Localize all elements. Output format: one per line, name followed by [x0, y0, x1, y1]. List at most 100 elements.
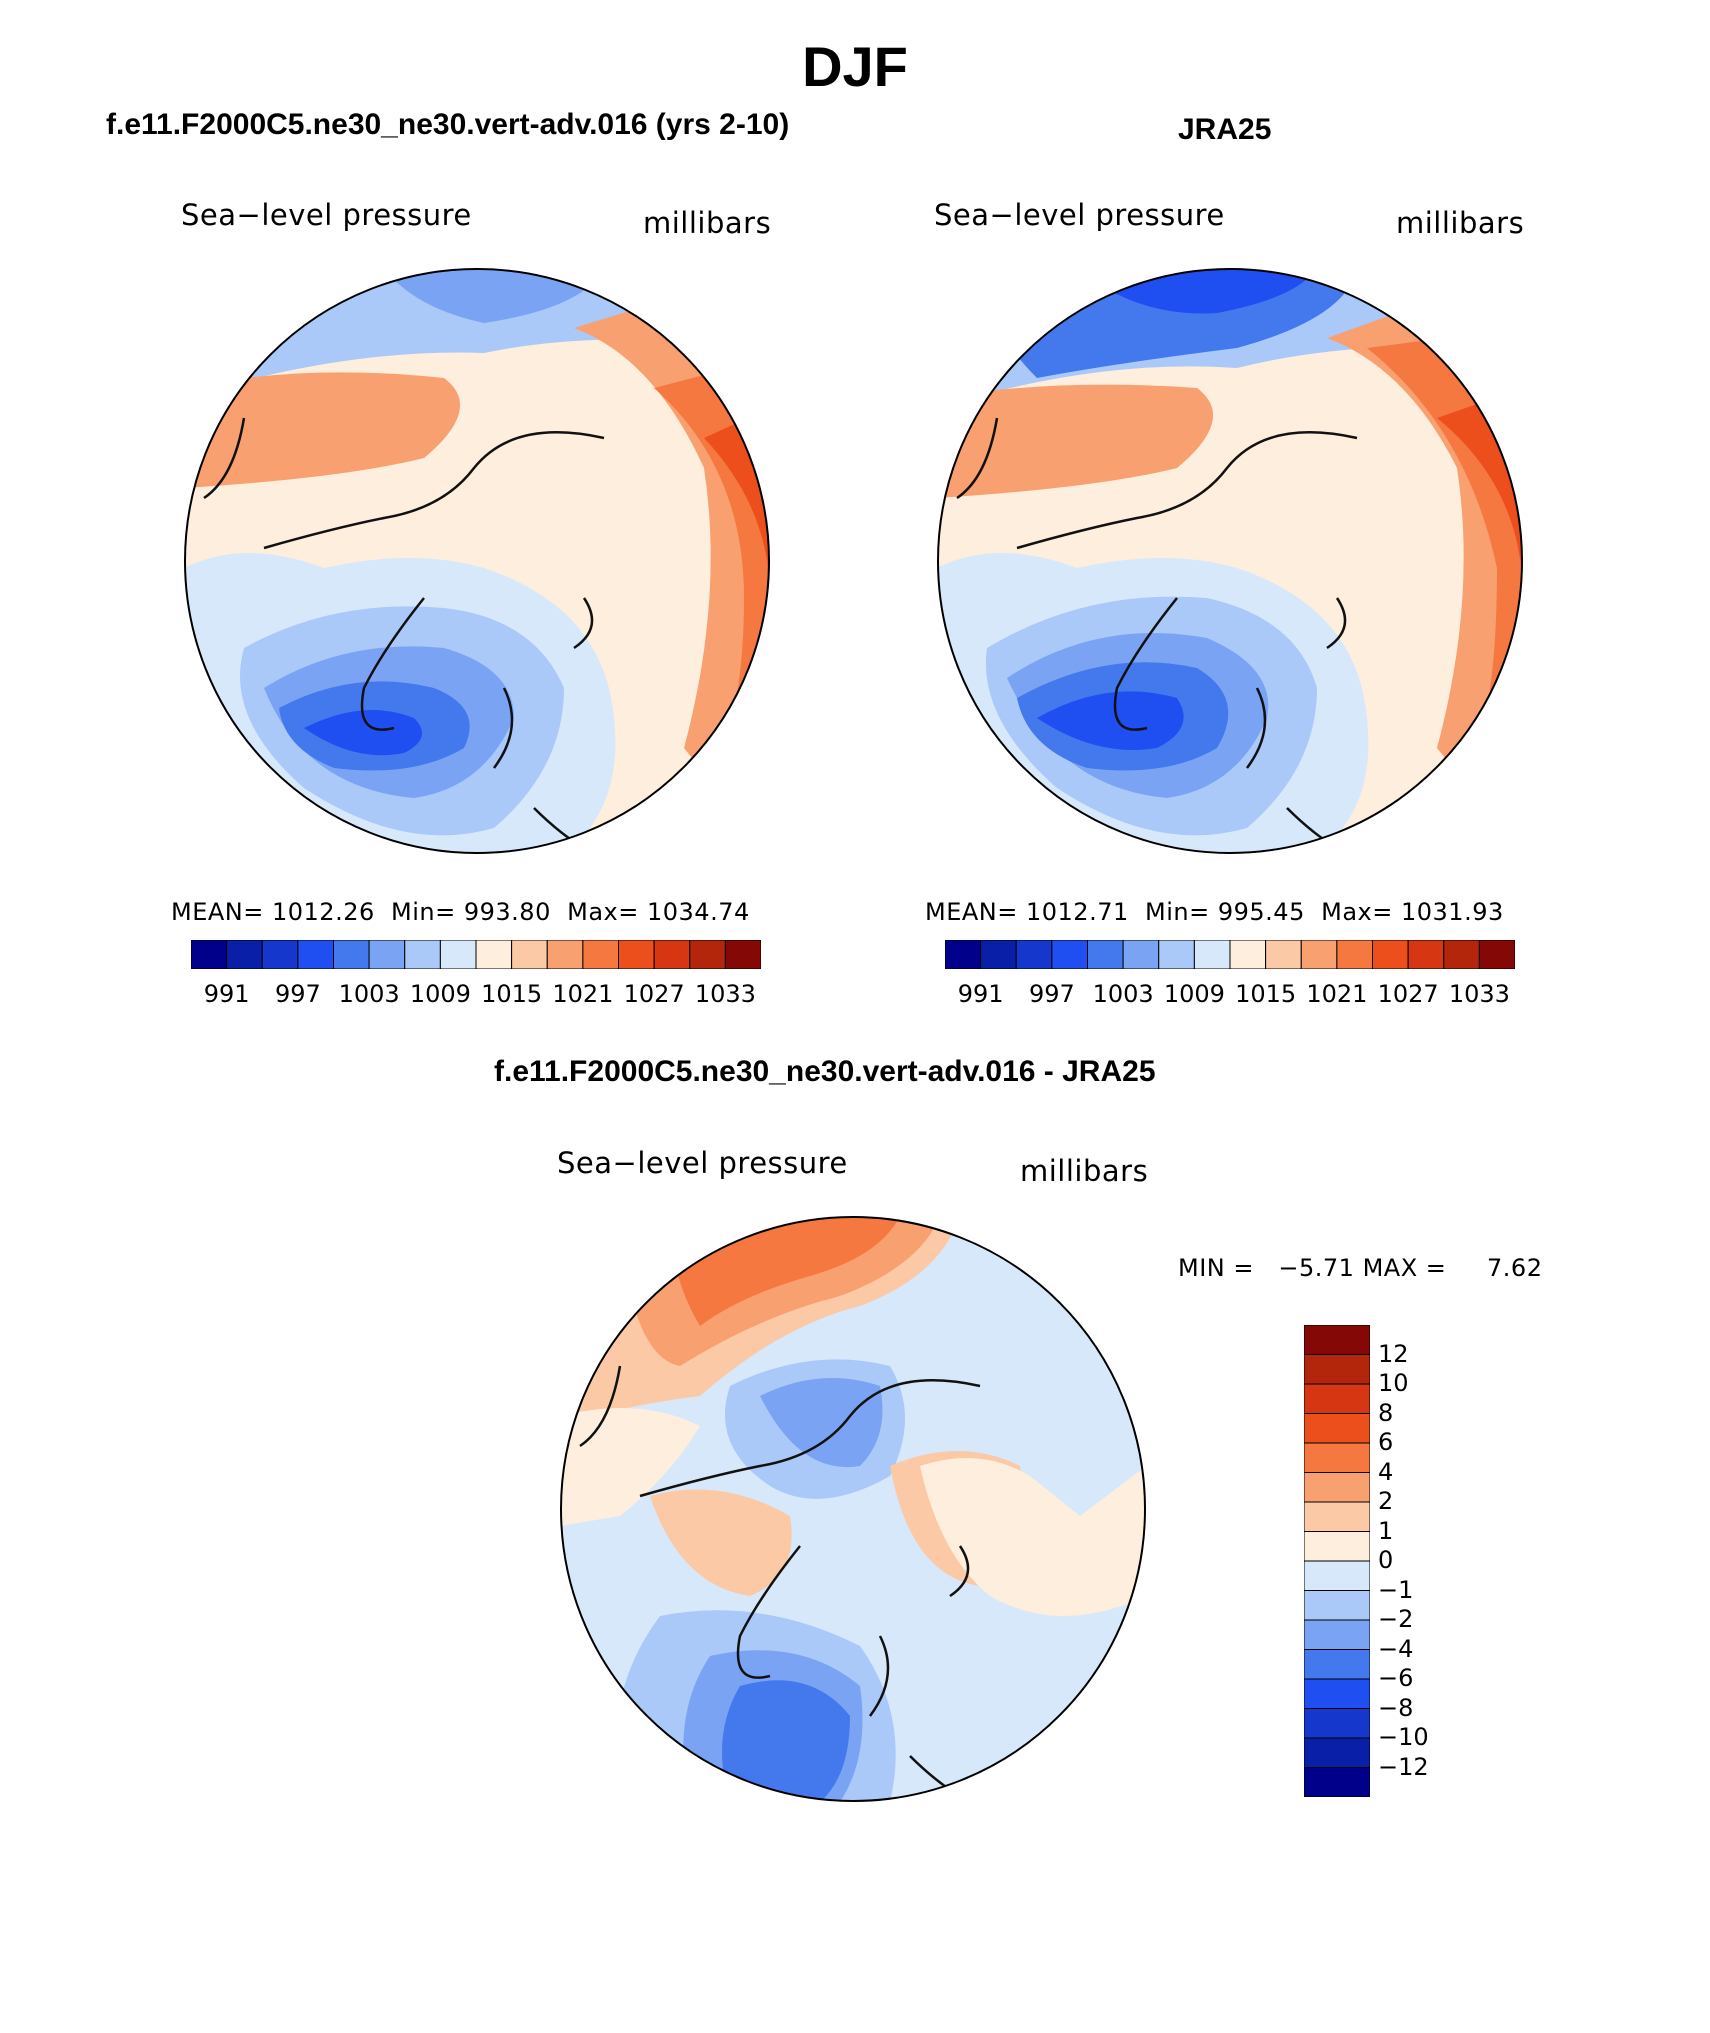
colorbar-swatch	[1443, 939, 1480, 970]
colorbar-tick-label: −2	[1378, 1605, 1414, 1633]
icelandic-low-core	[1037, 691, 1184, 750]
model-mean-value: 1012.26	[272, 898, 375, 926]
colorbar-swatch	[475, 939, 513, 970]
diff-min-label: MIN =	[1178, 1254, 1254, 1282]
colorbar-swatch	[1303, 1767, 1371, 1798]
colorbar-swatch	[618, 939, 655, 970]
colorbar-tick-label: 12	[1378, 1339, 1409, 1368]
colorbar-swatch	[724, 939, 762, 970]
colorbar-swatch	[511, 939, 548, 970]
pacific-weak-positive	[561, 1408, 700, 1526]
model-colorbar-labels: 991 997 1003 1009 1015 1021 1027 1033	[191, 980, 761, 1010]
colorbar-swatch	[1336, 939, 1373, 970]
colorbar-tick-label: 1033	[1448, 980, 1510, 1008]
obs-min-value: 995.45	[1217, 898, 1305, 926]
colorbar-tick-label: 1027	[1377, 980, 1439, 1008]
obs-colorbar-labels: 991 997 1003 1009 1015 1021 1027 1033	[945, 980, 1515, 1010]
obs-max-label: Max=	[1321, 898, 1393, 926]
colorbar-swatch	[1087, 939, 1124, 970]
diff-polar-map	[560, 1216, 1146, 1802]
colorbar-swatch	[404, 939, 441, 970]
obs-panel-title: JRA25	[1178, 113, 1272, 146]
colorbar-tick-label: 6	[1378, 1428, 1394, 1456]
colorbar-swatch	[1303, 1413, 1371, 1444]
colorbar-swatch	[1303, 1531, 1371, 1562]
colorbar-tick-label: 997	[1028, 980, 1075, 1008]
colorbar-tick-label: 1033	[694, 980, 756, 1008]
colorbar-swatch	[261, 939, 299, 970]
obs-min-label: Min=	[1145, 898, 1210, 926]
colorbar-tick-label: −4	[1378, 1634, 1414, 1663]
colorbar-swatch	[439, 939, 477, 970]
obs-variable-label: Sea−level pressure	[934, 198, 1225, 232]
canada-positive	[650, 1489, 792, 1596]
colorbar-swatch	[1193, 939, 1231, 970]
colorbar-swatch	[1303, 1442, 1371, 1473]
diff-colorbar	[1303, 1324, 1371, 1798]
diff-variable-label: Sea−level pressure	[557, 1146, 848, 1180]
colorbar-swatch	[1303, 1560, 1371, 1591]
colorbar-swatch	[1229, 939, 1267, 970]
colorbar-swatch	[1372, 939, 1409, 970]
coastlines	[956, 417, 1358, 853]
colorbar-swatch	[653, 939, 691, 970]
colorbar-tick-label: −8	[1378, 1693, 1414, 1722]
diff-colorbar-labels: 12 10 8 6 4 2 1 0 −1 −2 −4 −6 −8 −10 −12	[1378, 1325, 1468, 1797]
obs-units-label: millibars	[1396, 206, 1525, 240]
colorbar-tick-label: 1003	[338, 980, 400, 1008]
colorbar-tick-label: 1009	[1163, 980, 1225, 1008]
colorbar-swatch	[1265, 939, 1302, 970]
colorbar-swatch	[1303, 1649, 1371, 1680]
colorbar-tick-label: −6	[1378, 1664, 1414, 1692]
model-variable-label: Sea−level pressure	[181, 198, 472, 232]
colorbar-tick-label: 10	[1378, 1369, 1409, 1397]
colorbar-swatch	[1015, 939, 1053, 970]
colorbar-swatch	[190, 939, 228, 970]
obs-colorbar	[944, 939, 1516, 970]
diff-max-label: MAX =	[1362, 1254, 1447, 1282]
colorbar-tick-label: 1015	[1235, 980, 1297, 1008]
diff-panel-title: f.e11.F2000C5.ne30_ne30.vert-adv.016 - J…	[494, 1055, 1156, 1088]
colorbar-swatch	[546, 939, 584, 970]
obs-max-value: 1031.93	[1400, 898, 1504, 926]
colorbar-swatch	[689, 939, 726, 970]
colorbar-tick-label: 997	[274, 980, 321, 1008]
colorbar-tick-label: 0	[1378, 1546, 1394, 1574]
colorbar-tick-label: 1003	[1092, 980, 1154, 1008]
colorbar-swatch	[1051, 939, 1088, 970]
colorbar-tick-label: 991	[203, 980, 250, 1008]
colorbar-tick-label: 1009	[409, 980, 471, 1008]
colorbar-swatch	[1303, 1590, 1371, 1621]
model-min-label: Min=	[391, 898, 456, 926]
obs-mean-label: MEAN=	[925, 898, 1018, 926]
icelandic-low-core	[304, 710, 422, 756]
colorbar-swatch	[1303, 1501, 1371, 1532]
diff-stats: MIN = −5.71 MAX = 7.62	[1178, 1254, 1542, 1282]
map-boundary	[184, 268, 770, 854]
colorbar-swatch	[1303, 1383, 1371, 1414]
colorbar-swatch	[1303, 1619, 1371, 1650]
model-stats: MEAN= 1012.26 Min= 993.80 Max= 1034.74	[171, 898, 750, 926]
colorbar-swatch	[980, 939, 1017, 970]
colorbar-swatch	[582, 939, 619, 970]
colorbar-swatch	[368, 939, 406, 970]
coastlines	[579, 1365, 981, 1801]
figure-title: DJF	[802, 35, 908, 98]
colorbar-tick-label: 8	[1378, 1398, 1394, 1427]
colorbar-swatch	[1303, 1737, 1371, 1768]
colorbar-tick-label: 1015	[481, 980, 543, 1008]
eurasia-weak-positive	[920, 1458, 1145, 1616]
colorbar-tick-label: 1	[1378, 1516, 1394, 1545]
arctic-negative-core	[760, 1378, 883, 1468]
diff-max-value: 7.62	[1487, 1254, 1543, 1282]
diff-min-value: −5.71	[1278, 1254, 1355, 1282]
colorbar-tick-label: 991	[957, 980, 1004, 1008]
colorbar-tick-label: −10	[1378, 1723, 1429, 1751]
colorbar-tick-label: 1021	[1306, 980, 1368, 1008]
colorbar-swatch	[1122, 939, 1160, 970]
siberian-high-west	[938, 384, 1213, 498]
colorbar-swatch	[1303, 1472, 1371, 1503]
colorbar-swatch	[1300, 939, 1338, 970]
model-max-value: 1034.74	[646, 898, 750, 926]
model-polar-map	[184, 268, 770, 854]
